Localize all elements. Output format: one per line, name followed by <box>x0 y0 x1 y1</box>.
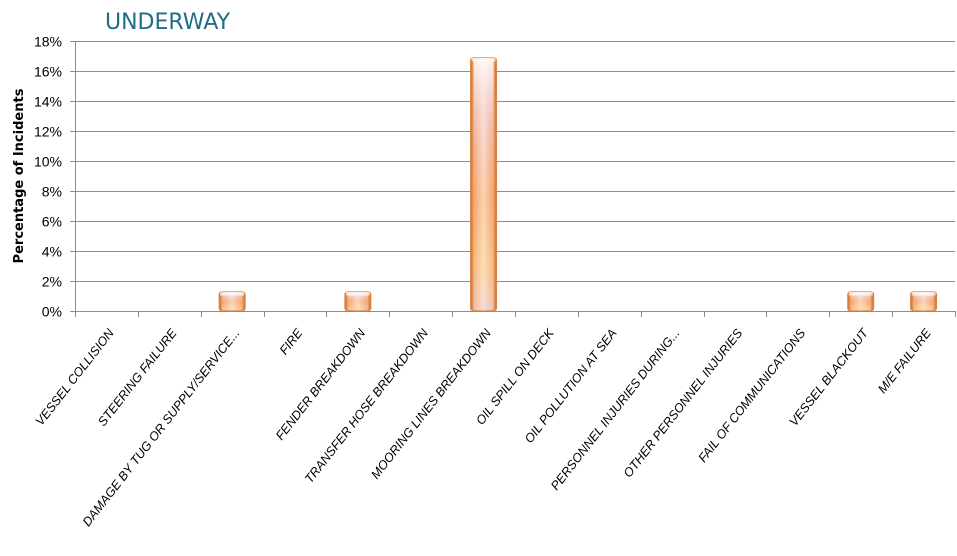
bar <box>344 291 372 312</box>
y-tick-label: 10% <box>34 154 62 170</box>
gridlines <box>75 41 955 282</box>
x-tick-label: M/E FAILURE <box>875 326 934 396</box>
x-tick-label: FAIL OF COMMUNICATIONS <box>696 326 809 465</box>
y-tick-label: 2% <box>42 274 62 290</box>
x-tick-label: MOORING LINES BREAKDOWN <box>368 325 494 481</box>
bar <box>847 291 875 312</box>
x-tick-label: TRANSFER HOSE BREAKDOWN <box>302 325 432 485</box>
x-tick-label: OTHER PERSONNEL INJURIES <box>621 326 746 481</box>
bar <box>218 291 246 312</box>
x-tick-label: FIRE <box>277 326 306 358</box>
y-tick-label: 8% <box>42 184 62 200</box>
bar <box>910 291 938 312</box>
y-axis-ticks: 0% 2% 4% 6% 8% 10% 12% 14% 16% 18% <box>34 34 75 320</box>
y-axis-label: Percentage of Incidents <box>12 88 27 263</box>
y-tick-label: 18% <box>34 34 62 50</box>
x-tick-label: PERSONNEL INJURIES DURING... <box>548 326 682 493</box>
bar <box>470 57 498 312</box>
y-tick-label: 16% <box>34 64 62 80</box>
y-tick-label: 0% <box>42 304 62 320</box>
y-tick-label: 6% <box>42 214 62 230</box>
y-tick-label: 4% <box>42 244 62 260</box>
axes <box>75 41 956 317</box>
chart-title: UNDERWAY <box>105 10 231 35</box>
y-tick-label: 14% <box>34 94 62 110</box>
y-tick-label: 12% <box>34 124 62 140</box>
bars <box>218 57 938 312</box>
